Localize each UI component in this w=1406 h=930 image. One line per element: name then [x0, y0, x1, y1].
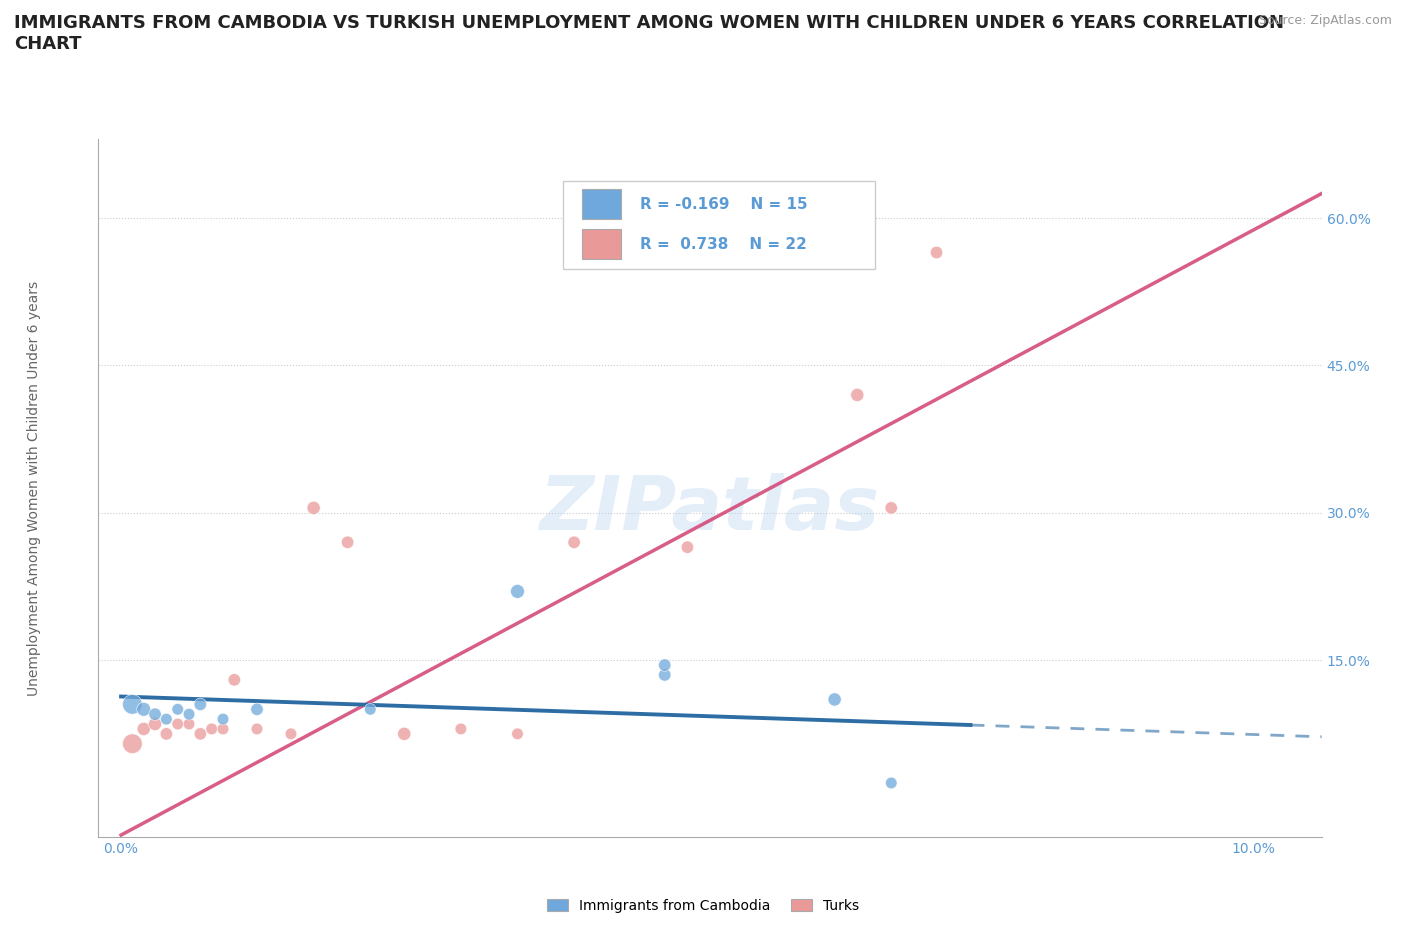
Point	[506, 726, 529, 741]
Legend: Immigrants from Cambodia, Turks: Immigrants from Cambodia, Turks	[541, 894, 865, 919]
Point	[302, 500, 325, 515]
Point	[562, 535, 585, 550]
Point	[846, 388, 869, 403]
Point	[132, 722, 155, 737]
Text: R = -0.169    N = 15: R = -0.169 N = 15	[640, 196, 808, 211]
Y-axis label: Unemployment Among Women with Children Under 6 years: Unemployment Among Women with Children U…	[27, 281, 41, 696]
Text: R =  0.738    N = 22: R = 0.738 N = 22	[640, 236, 807, 252]
Point	[246, 702, 269, 717]
Point	[155, 711, 177, 726]
Point	[177, 717, 200, 732]
FancyBboxPatch shape	[582, 190, 620, 219]
FancyBboxPatch shape	[582, 230, 620, 259]
Point	[506, 584, 529, 599]
Point	[880, 500, 903, 515]
Point	[676, 539, 699, 554]
Point	[177, 707, 200, 722]
Point	[824, 692, 846, 707]
Point	[880, 776, 903, 790]
Point	[654, 668, 676, 683]
Point	[201, 722, 224, 737]
Point	[166, 702, 188, 717]
Point	[654, 658, 676, 672]
Point	[143, 717, 166, 732]
Point	[246, 722, 269, 737]
Point	[188, 697, 212, 711]
Point	[212, 711, 235, 726]
Point	[121, 737, 143, 751]
Point	[212, 722, 235, 737]
Point	[166, 717, 188, 732]
Point	[143, 707, 166, 722]
Text: IMMIGRANTS FROM CAMBODIA VS TURKISH UNEMPLOYMENT AMONG WOMEN WITH CHILDREN UNDER: IMMIGRANTS FROM CAMBODIA VS TURKISH UNEM…	[14, 14, 1284, 53]
Point	[155, 726, 177, 741]
Point	[224, 672, 246, 687]
FancyBboxPatch shape	[564, 181, 875, 269]
Point	[280, 726, 302, 741]
Point	[450, 722, 472, 737]
Point	[188, 726, 212, 741]
Point	[359, 702, 381, 717]
Text: Source: ZipAtlas.com: Source: ZipAtlas.com	[1258, 14, 1392, 27]
Text: ZIPatlas: ZIPatlas	[540, 472, 880, 546]
Point	[394, 726, 416, 741]
Point	[132, 702, 155, 717]
Point	[925, 245, 948, 259]
Point	[121, 697, 143, 711]
Point	[336, 535, 359, 550]
